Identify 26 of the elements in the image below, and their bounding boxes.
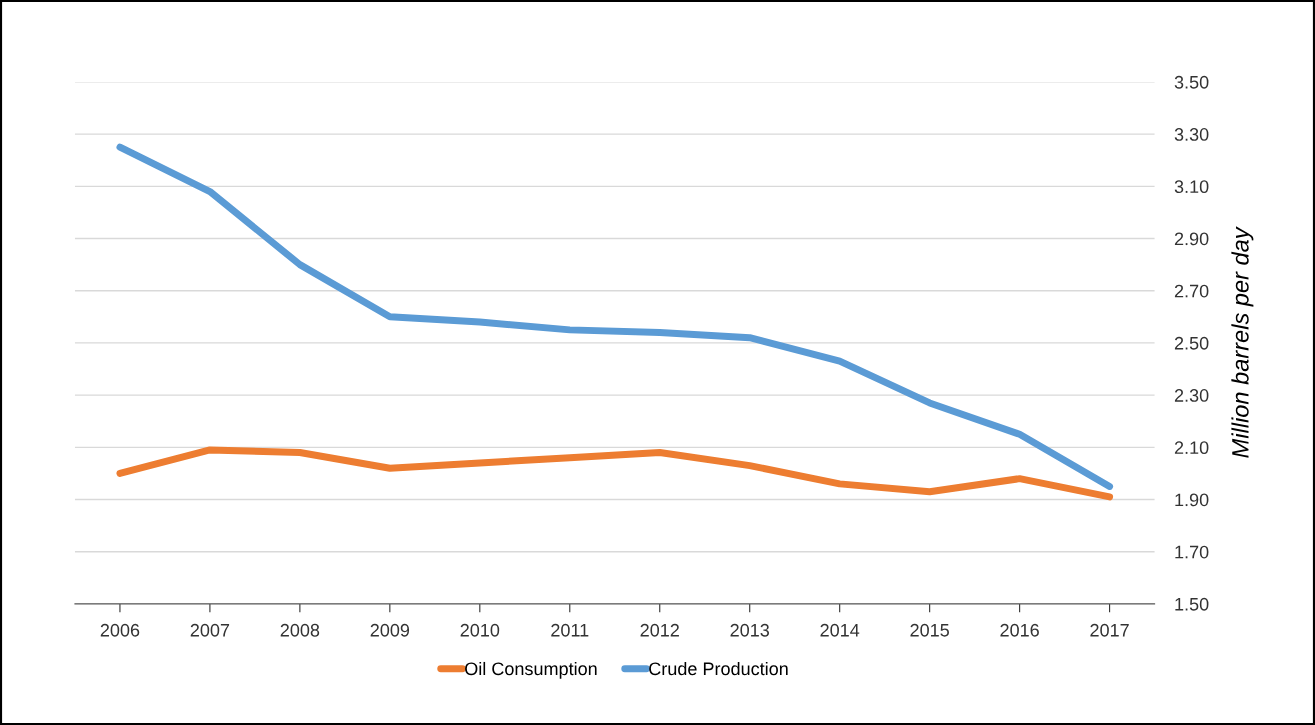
legend-label: Crude Production <box>649 661 788 676</box>
x-tick-label: 2008 <box>280 623 320 637</box>
x-tick-label: 2006 <box>100 623 140 637</box>
x-tick-label: 2009 <box>370 623 410 637</box>
y-tick-label: 1.70 <box>1175 545 1209 559</box>
y-tick-label: 3.30 <box>1174 128 1209 141</box>
x-tick-label: 2010 <box>460 623 500 637</box>
y-tick-label: 1.50 <box>1175 597 1209 611</box>
y-tick-label: 2.70 <box>1174 284 1209 298</box>
legend-label: Oil Consumption <box>465 661 597 679</box>
x-tick-label: 2016 <box>1000 623 1039 637</box>
y-tick-label: 2.50 <box>1174 336 1209 350</box>
x-tick-label: 2017 <box>1090 623 1129 637</box>
y-tick-label: 2.10 <box>1174 441 1209 455</box>
x-tick-label: 2015 <box>910 623 949 637</box>
y-tick-label: 1.90 <box>1175 493 1209 507</box>
y-tick-label: 3.10 <box>1174 180 1209 194</box>
x-tick-label: 2011 <box>551 623 589 637</box>
x-tick-label: 2013 <box>730 623 770 637</box>
y-axis-title: Million barrels per day <box>1231 226 1254 458</box>
y-tick-label: 2.90 <box>1174 232 1209 246</box>
y-tick-label: 3.50 <box>1174 75 1209 89</box>
x-tick-label: 2014 <box>820 623 860 637</box>
x-tick-label: 2007 <box>190 623 230 637</box>
y-tick-label: 2.30 <box>1174 389 1209 402</box>
x-tick-label: 2012 <box>640 623 679 637</box>
